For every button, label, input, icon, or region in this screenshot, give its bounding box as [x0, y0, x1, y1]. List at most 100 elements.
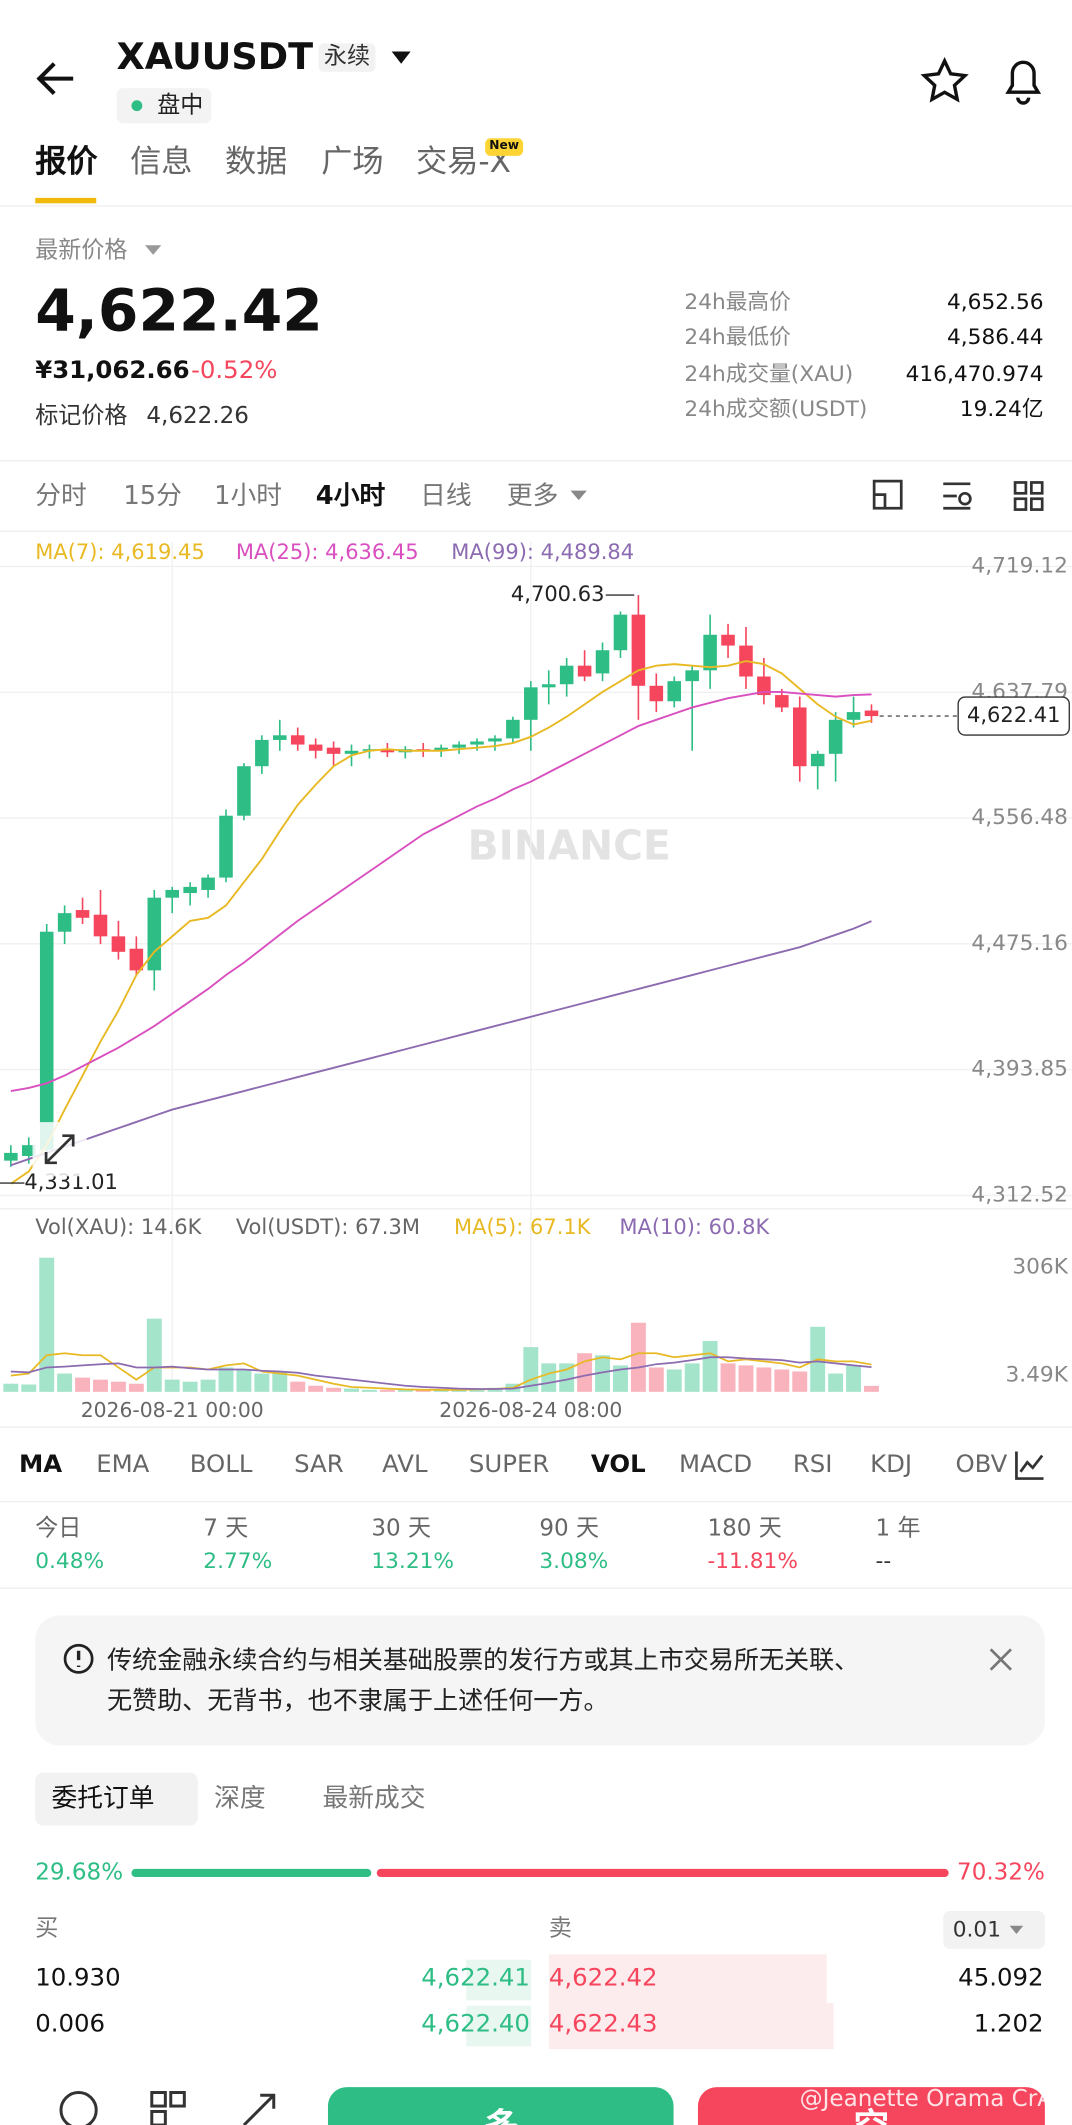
- tab[interactable]: 报价: [35, 144, 98, 180]
- y-tick-label: 4,719.12: [971, 554, 1068, 579]
- volume-bar: [738, 1365, 754, 1392]
- cny-price: ¥31,062.66: [35, 356, 190, 385]
- tab[interactable]: 信息: [130, 144, 193, 180]
- candle-body: [828, 719, 843, 754]
- candle-body: [488, 738, 502, 742]
- interval[interactable]: 15分: [123, 480, 182, 511]
- volume-bar: [684, 1363, 700, 1392]
- candle-body: [864, 710, 879, 717]
- indicator-tab[interactable]: KDJ: [870, 1450, 913, 1479]
- perf-label: 180 天: [707, 1514, 782, 1542]
- volume-bar: [290, 1381, 306, 1392]
- more-dropdown[interactable]: [570, 490, 587, 501]
- precision-select[interactable]: [943, 1910, 1045, 1949]
- volume-bar: [164, 1379, 180, 1392]
- volume-bar: [218, 1367, 234, 1392]
- tab[interactable]: 数据: [224, 144, 288, 180]
- volume-bar: [415, 1389, 431, 1392]
- vol-legend: Vol(USDT): 67.3M: [236, 1215, 420, 1239]
- indicator-tab[interactable]: VOL: [590, 1450, 646, 1479]
- volume-bar: [828, 1373, 844, 1392]
- candle-body: [237, 766, 251, 816]
- indicator-tab[interactable]: BOLL: [189, 1450, 253, 1479]
- settings-icon[interactable]: [943, 482, 971, 510]
- alert-icon[interactable]: [1005, 60, 1042, 105]
- tab[interactable]: 广场: [321, 144, 384, 180]
- bid-price: 4,622.40: [421, 2009, 530, 2039]
- volume-bar: [272, 1371, 288, 1392]
- indicator-tab[interactable]: EMA: [96, 1450, 150, 1479]
- last-price: 4,622.42: [35, 277, 323, 345]
- symbol-dropdown[interactable]: [391, 51, 411, 64]
- vol-ma-line: [10, 1356, 872, 1390]
- volume-bar: [93, 1379, 108, 1392]
- candle-body: [577, 665, 592, 677]
- candle-body: [380, 749, 395, 753]
- interval[interactable]: 分时: [35, 480, 87, 511]
- indicator-tab[interactable]: OBV: [955, 1450, 1008, 1479]
- indicator-tab[interactable]: AVL: [382, 1450, 428, 1479]
- buy-header: 买: [35, 1914, 59, 1942]
- back-icon[interactable]: [36, 62, 74, 95]
- mark-price: 4,622.26: [146, 401, 249, 429]
- candle-body: [75, 910, 90, 918]
- order-tab-active[interactable]: [35, 1772, 198, 1826]
- indicator-tab[interactable]: SUPER: [468, 1450, 550, 1479]
- interval[interactable]: 日线: [420, 480, 472, 511]
- candle-body: [21, 1145, 36, 1156]
- bid-price: 4,622.41: [421, 1963, 530, 1993]
- indicator-tab[interactable]: RSI: [792, 1450, 833, 1479]
- candle-body: [111, 936, 126, 952]
- interval[interactable]: 4小时: [315, 480, 386, 511]
- stat-value: 416,470.974: [905, 360, 1044, 387]
- more-icon[interactable]: [59, 2091, 98, 2125]
- long-label[interactable]: 多: [298, 2107, 705, 2125]
- stat-value: 4,586.44: [946, 323, 1044, 350]
- order-tab[interactable]: 委托订单: [51, 1782, 155, 1813]
- candle-body: [219, 815, 233, 878]
- volume-bar: [344, 1388, 359, 1392]
- volume-bar: [39, 1257, 55, 1392]
- close-icon[interactable]: [989, 1648, 1012, 1671]
- candle-body: [559, 665, 574, 685]
- status-dot: [131, 100, 143, 112]
- indicator-tab[interactable]: SAR: [294, 1450, 344, 1479]
- favorite-icon[interactable]: [920, 57, 969, 103]
- vol-tick-label: 3.49K: [1005, 1363, 1068, 1388]
- volume-bar: [613, 1365, 628, 1392]
- volume-bar: [433, 1390, 449, 1392]
- user-watermark: @Jeanette Orama CrA3: [799, 2085, 1068, 2113]
- price-tag-box: [957, 696, 1070, 736]
- perf-value: 0.48%: [35, 1547, 105, 1574]
- candle-body: [667, 681, 682, 702]
- short-button[interactable]: [697, 2087, 1045, 2125]
- volume-bar: [702, 1341, 718, 1392]
- candle-body: [757, 676, 771, 696]
- order-tab[interactable]: 深度: [214, 1782, 266, 1813]
- interval[interactable]: 更多: [506, 480, 559, 511]
- indicator-tab[interactable]: MA: [18, 1450, 63, 1479]
- order-tab[interactable]: 最新成交: [322, 1782, 426, 1813]
- long-button[interactable]: [327, 2087, 674, 2125]
- volume-bar: [774, 1369, 790, 1392]
- candle-body: [344, 750, 359, 754]
- volume-bar: [720, 1363, 736, 1392]
- status: 盘中: [157, 91, 204, 119]
- volume-bar: [75, 1377, 91, 1392]
- interval[interactable]: 1小时: [214, 480, 283, 511]
- candle-body: [846, 712, 861, 720]
- y-tick-label: 4,556.48: [971, 805, 1068, 830]
- candle-body: [631, 614, 646, 686]
- chart-watermark: BINANCE: [468, 821, 671, 869]
- indicator-tab[interactable]: MACD: [678, 1450, 753, 1479]
- indicator-icon[interactable]: [1015, 1451, 1044, 1480]
- perf-label: 90 天: [539, 1514, 600, 1542]
- candle-body: [613, 614, 628, 651]
- price-dropdown[interactable]: [145, 245, 162, 255]
- short-label[interactable]: 空: [668, 2107, 1072, 2125]
- stat-value: 19.24亿: [959, 395, 1044, 422]
- precision[interactable]: 0.01: [952, 1916, 1002, 1943]
